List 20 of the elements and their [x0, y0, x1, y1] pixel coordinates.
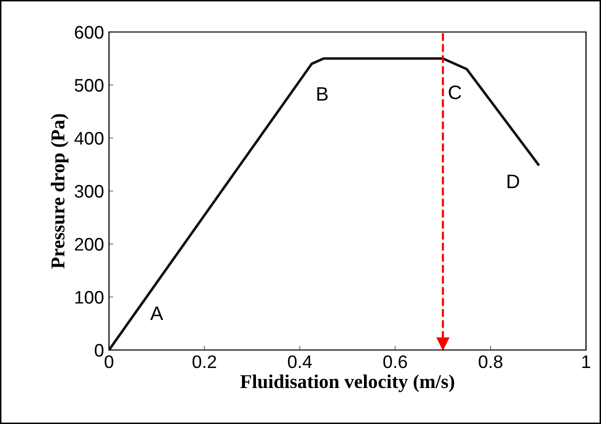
y-tick-label: 600 — [74, 26, 104, 39]
line-series — [109, 57, 540, 350]
y-tick-label: 0 — [94, 344, 104, 357]
x-tick-label: 0.6 — [383, 355, 407, 368]
x-tick-label: 0.4 — [288, 355, 312, 368]
y-tick-label: 500 — [74, 78, 104, 92]
x-axis-title: Fluidisation velocity (m/s) — [240, 374, 454, 392]
annotation: C — [448, 85, 462, 100]
y-tick-label: 200 — [74, 238, 104, 251]
x-tick-label: 0.8 — [478, 355, 502, 368]
annotation: D — [508, 174, 520, 188]
y-tick-label: 300 — [74, 184, 104, 198]
y-tick-label: 400 — [74, 132, 104, 145]
x-tick-label: 0 — [104, 355, 114, 368]
annotation: A — [150, 306, 164, 320]
annotation: B — [317, 87, 328, 101]
y-tick-label: 100 — [75, 290, 104, 304]
y-axis-title: Pressure drop (Pa) — [50, 114, 68, 268]
x-tick-label: 0.2 — [192, 355, 216, 368]
x-tick-label: 1 — [582, 356, 590, 368]
